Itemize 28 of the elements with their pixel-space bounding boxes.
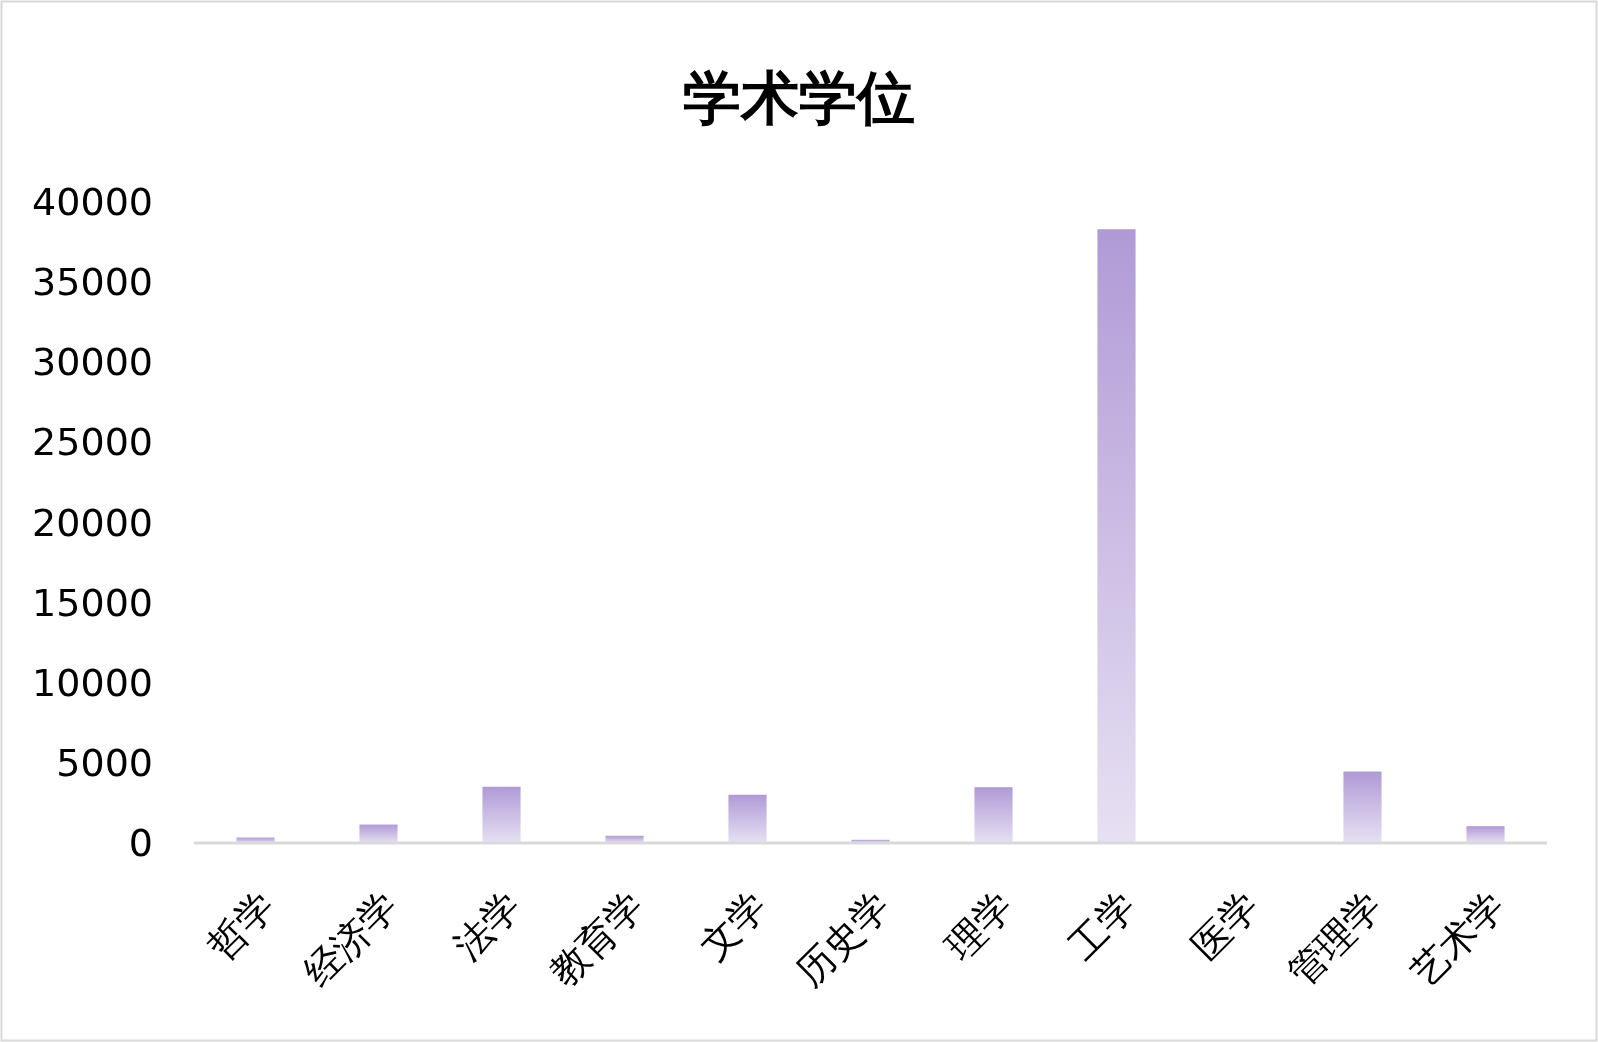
bar bbox=[974, 787, 1013, 843]
y-tick-label: 5000 bbox=[56, 740, 153, 785]
x-tick-label: 文学 bbox=[690, 883, 776, 968]
x-tick-label: 哲学 bbox=[198, 883, 284, 968]
x-tick-label: 经济学 bbox=[294, 883, 407, 995]
x-tick-label: 法学 bbox=[444, 883, 530, 968]
y-tick-label: 15000 bbox=[32, 580, 153, 625]
y-tick-label: 0 bbox=[128, 821, 153, 865]
x-tick-label: 理学 bbox=[936, 883, 1022, 968]
y-tick-label: 25000 bbox=[32, 420, 153, 465]
y-tick-label: 10000 bbox=[32, 660, 153, 705]
bar bbox=[1343, 771, 1382, 843]
chart-title: 学术学位 bbox=[683, 64, 915, 132]
bar bbox=[359, 824, 398, 843]
x-tick-label: 历史学 bbox=[786, 883, 899, 995]
x-tick-label: 艺术学 bbox=[1401, 883, 1514, 995]
x-tick-label: 医学 bbox=[1182, 883, 1268, 968]
bar bbox=[728, 794, 767, 843]
bar bbox=[1466, 826, 1505, 843]
y-tick-label: 35000 bbox=[32, 260, 153, 305]
x-tick-label: 工学 bbox=[1059, 883, 1145, 968]
y-tick-label: 40000 bbox=[32, 180, 153, 224]
y-tick-label: 30000 bbox=[32, 340, 153, 385]
bar bbox=[1097, 229, 1136, 843]
x-tick-label: 管理学 bbox=[1278, 883, 1391, 995]
x-tick-label: 教育学 bbox=[540, 883, 653, 995]
bar bbox=[482, 786, 521, 843]
y-tick-label: 20000 bbox=[32, 500, 153, 545]
